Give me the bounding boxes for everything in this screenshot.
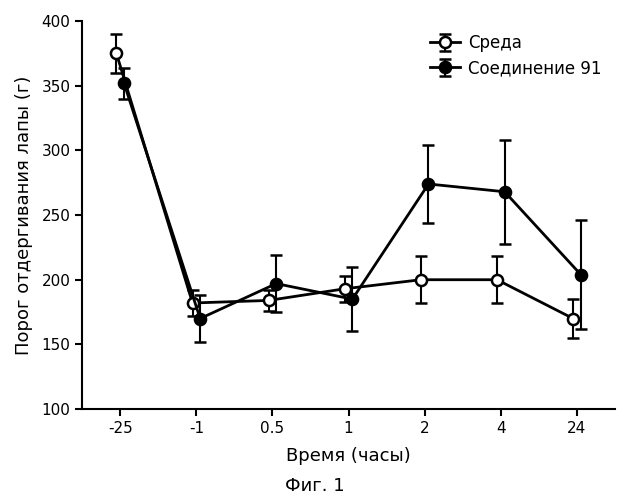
Y-axis label: Порог отдергивания лапы (г): Порог отдергивания лапы (г) bbox=[15, 76, 33, 354]
X-axis label: Время (часы): Время (часы) bbox=[286, 447, 411, 465]
Legend: Среда, Соединение 91: Среда, Соединение 91 bbox=[425, 30, 607, 82]
Text: Фиг. 1: Фиг. 1 bbox=[285, 477, 345, 495]
